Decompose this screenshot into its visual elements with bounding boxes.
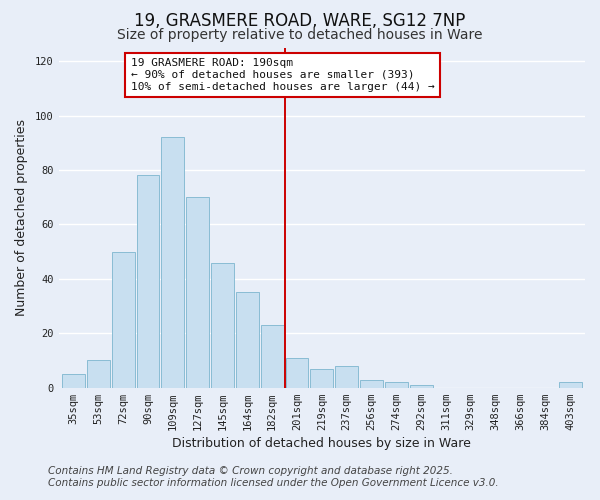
Text: Contains HM Land Registry data © Crown copyright and database right 2025.
Contai: Contains HM Land Registry data © Crown c… xyxy=(48,466,499,487)
Text: 19 GRASMERE ROAD: 190sqm
← 90% of detached houses are smaller (393)
10% of semi-: 19 GRASMERE ROAD: 190sqm ← 90% of detach… xyxy=(131,58,434,92)
Bar xyxy=(236,292,259,388)
Bar xyxy=(211,262,234,388)
Bar xyxy=(112,252,134,388)
Bar xyxy=(310,368,333,388)
Bar xyxy=(186,197,209,388)
Bar xyxy=(559,382,581,388)
X-axis label: Distribution of detached houses by size in Ware: Distribution of detached houses by size … xyxy=(172,437,471,450)
Bar xyxy=(260,325,284,388)
Y-axis label: Number of detached properties: Number of detached properties xyxy=(15,119,28,316)
Bar xyxy=(385,382,407,388)
Bar xyxy=(410,385,433,388)
Bar xyxy=(137,176,160,388)
Bar xyxy=(335,366,358,388)
Bar xyxy=(161,138,184,388)
Bar xyxy=(62,374,85,388)
Bar xyxy=(360,380,383,388)
Bar xyxy=(87,360,110,388)
Text: 19, GRASMERE ROAD, WARE, SG12 7NP: 19, GRASMERE ROAD, WARE, SG12 7NP xyxy=(134,12,466,30)
Bar xyxy=(286,358,308,388)
Text: Size of property relative to detached houses in Ware: Size of property relative to detached ho… xyxy=(117,28,483,42)
